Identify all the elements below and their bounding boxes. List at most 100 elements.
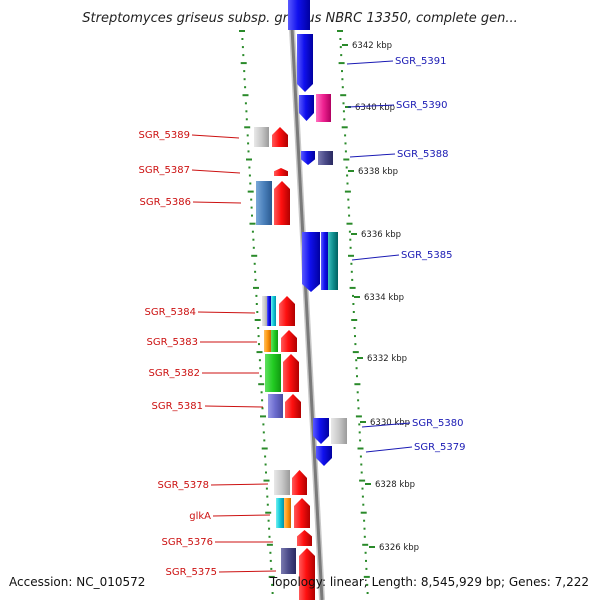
- gene-arrow-forward: [274, 181, 290, 225]
- guide-dot-left: [247, 150, 250, 153]
- guide-dot-left: [263, 479, 270, 482]
- ruler-tick: [354, 296, 360, 298]
- guide-dot-right: [342, 102, 345, 105]
- gene-label-right: SGR_5391: [395, 56, 447, 67]
- guide-dot-right: [366, 583, 369, 586]
- gene-box: [262, 296, 268, 326]
- guide-dot-left: [242, 54, 245, 57]
- guide-dot-right: [354, 383, 361, 386]
- guide-dot-left: [245, 110, 248, 113]
- gene-label-right: SGR_5385: [401, 250, 453, 261]
- guide-dot-left: [265, 511, 272, 514]
- guide-dot-left: [258, 359, 261, 362]
- guide-dot-right: [344, 150, 347, 153]
- guide-dot-left: [268, 527, 271, 530]
- accession-text: Accession: NC_010572: [9, 575, 145, 589]
- guide-dot-left: [266, 503, 269, 506]
- guide-dot-left: [255, 294, 258, 297]
- guide-dot-right: [346, 182, 349, 185]
- guide-dot-left: [266, 543, 273, 546]
- gene-labels: SGR_5389 SGR_5387 SGR_5386 SGR_5384 SGR_5383…: [139, 56, 466, 578]
- guide-dot-right: [346, 222, 353, 225]
- guide-dot-right: [363, 535, 366, 538]
- guide-dot-right: [338, 62, 345, 65]
- guide-dot-right: [340, 94, 347, 97]
- gene-arrow-forward: [283, 354, 299, 392]
- guide-dot-right: [347, 206, 350, 209]
- guide-dot-left: [242, 94, 249, 97]
- guide-dot-left: [254, 278, 257, 281]
- guide-dot-left: [261, 407, 264, 410]
- gene-leader-line: [361, 422, 411, 428]
- guide-dot-right: [363, 527, 366, 530]
- gene-box: [321, 232, 329, 290]
- guide-dot-right: [357, 399, 360, 402]
- guide-dot-left: [258, 383, 265, 386]
- guide-dot-right: [344, 190, 351, 193]
- gene-label-left: SGR_5386: [140, 197, 192, 208]
- gene-box: [274, 470, 290, 495]
- guide-dot-right: [358, 431, 361, 434]
- guide-dot-left: [259, 375, 262, 378]
- guide-dot-right: [366, 592, 369, 594]
- guide-dot-right: [351, 319, 358, 321]
- gene-box: [267, 296, 271, 326]
- guide-dot-left: [269, 551, 272, 554]
- topology-summary: Topology: linear; Length: 8,545,929 bp; …: [269, 575, 589, 589]
- gene-label-left: SGR_5375: [166, 567, 218, 578]
- guide-dot-right: [339, 46, 342, 49]
- ruler-tick: [365, 483, 371, 485]
- dotted-guides: [239, 30, 370, 594]
- guide-dot-left: [263, 439, 266, 442]
- guide-dot-left: [243, 78, 246, 81]
- guide-dot-left: [248, 166, 251, 169]
- gene-label-left: SGR_5383: [147, 337, 199, 348]
- guide-dot-right: [341, 126, 348, 129]
- guide-dot-right: [350, 262, 353, 265]
- ruler-label: 6330 kbp: [370, 418, 410, 428]
- gene-leader-line: [346, 60, 394, 65]
- guide-dot-left: [256, 351, 263, 354]
- guide-dot-right: [354, 335, 356, 338]
- guide-dot-left: [241, 38, 244, 40]
- gene-leader-line: [365, 446, 413, 453]
- guide-dot-right: [339, 38, 342, 40]
- guide-dot-right: [361, 487, 364, 490]
- guide-dot-left: [241, 46, 244, 49]
- ruler-label: 6342 kbp: [352, 41, 392, 51]
- guide-dot-left: [247, 142, 250, 145]
- gene-arrow-reverse: [302, 232, 320, 292]
- guide-dot-right: [352, 294, 354, 297]
- guide-dot-right: [347, 198, 350, 201]
- gene-arrow-forward: [299, 548, 315, 600]
- gene-leader-line: [347, 104, 395, 108]
- guide-dot-right: [355, 415, 362, 418]
- gene-arrow-forward: [294, 498, 310, 528]
- guide-dot-right: [352, 311, 355, 313]
- guide-dot-right: [365, 559, 367, 562]
- ruler-label: 6338 kbp: [358, 167, 398, 177]
- guide-dot-left: [256, 311, 259, 313]
- gene-leader-line: [192, 201, 242, 204]
- gene-leader-line: [349, 153, 396, 158]
- gene-box: [271, 296, 276, 326]
- gene-box: [281, 548, 296, 574]
- guide-dot-left: [245, 118, 248, 121]
- gene-label-left: SGR_5378: [158, 480, 210, 491]
- guide-dot-right: [360, 463, 363, 466]
- ruler-tick: [357, 357, 363, 359]
- guide-dot-right: [352, 303, 355, 305]
- guide-dot-right: [349, 246, 352, 249]
- guide-dot-right: [349, 286, 356, 289]
- guide-dot-right: [344, 134, 347, 137]
- guide-dot-right: [360, 511, 367, 514]
- guide-dot-right: [358, 423, 361, 426]
- guide-dot-left: [250, 198, 253, 201]
- gene-box: [331, 418, 347, 444]
- guide-dot-right: [348, 214, 351, 217]
- guide-dot-right: [357, 447, 364, 450]
- guide-dot-right: [355, 359, 358, 362]
- guide-dot-right: [363, 519, 366, 522]
- gene-box: [256, 181, 272, 225]
